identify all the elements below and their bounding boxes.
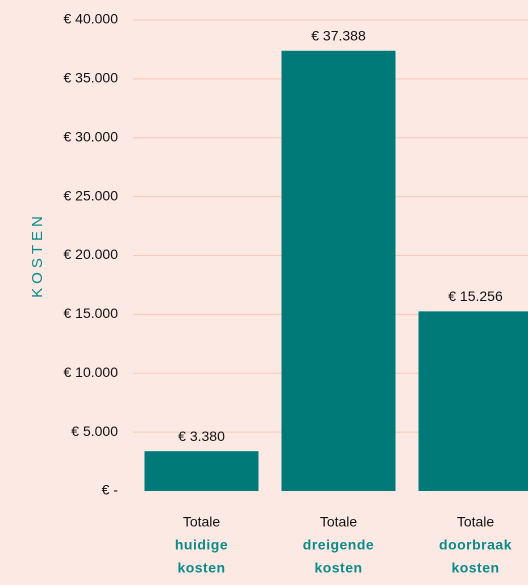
y-tick-label: € - bbox=[102, 482, 119, 498]
y-tick-label: € 25.000 bbox=[64, 187, 119, 203]
data-label: € 37.388 bbox=[311, 27, 366, 43]
y-axis-label: KOSTEN bbox=[29, 212, 46, 298]
y-tick-label: € 30.000 bbox=[64, 128, 119, 144]
data-label: € 15.256 bbox=[448, 288, 503, 304]
y-tick-label: € 5.000 bbox=[71, 423, 118, 439]
x-tick-label: Totale bbox=[457, 514, 495, 530]
x-tick-label: dreigende bbox=[303, 537, 374, 553]
x-tick-label: kosten bbox=[177, 560, 225, 576]
x-tick-label: huidige bbox=[175, 537, 228, 553]
y-tick-label: € 10.000 bbox=[64, 364, 119, 380]
data-label: € 3.380 bbox=[178, 428, 225, 444]
x-tick-label: kosten bbox=[314, 560, 362, 576]
x-tick-label: doorbraak bbox=[439, 537, 512, 553]
y-tick-label: € 15.000 bbox=[64, 305, 119, 321]
bar bbox=[144, 451, 259, 491]
bar bbox=[418, 311, 528, 491]
x-tick-label: Totale bbox=[320, 514, 358, 530]
bar bbox=[281, 50, 396, 492]
y-tick-label: € 35.000 bbox=[64, 70, 119, 86]
y-tick-label: € 40.000 bbox=[64, 11, 119, 27]
x-tick-label: kosten bbox=[451, 560, 499, 576]
x-tick-label: Totale bbox=[183, 514, 221, 530]
y-tick-label: € 20.000 bbox=[64, 246, 119, 262]
